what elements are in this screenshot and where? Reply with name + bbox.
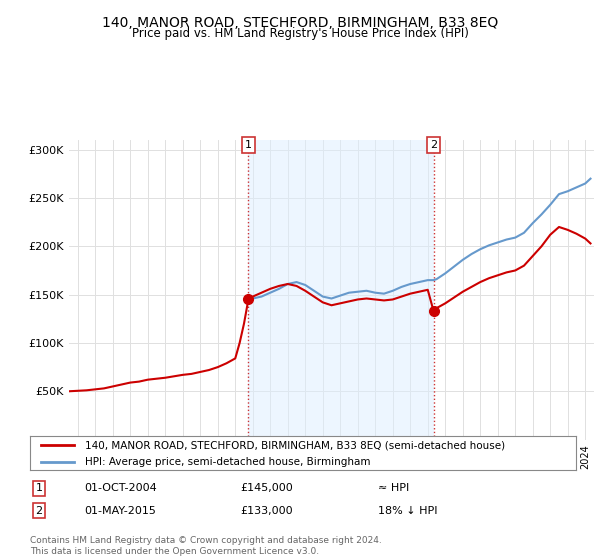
Text: Price paid vs. HM Land Registry's House Price Index (HPI): Price paid vs. HM Land Registry's House … bbox=[131, 27, 469, 40]
Text: 1: 1 bbox=[245, 140, 252, 150]
Text: 01-OCT-2004: 01-OCT-2004 bbox=[84, 483, 157, 493]
Text: 01-MAY-2015: 01-MAY-2015 bbox=[84, 506, 156, 516]
Text: 18% ↓ HPI: 18% ↓ HPI bbox=[378, 506, 437, 516]
Text: ≈ HPI: ≈ HPI bbox=[378, 483, 409, 493]
Bar bbox=[248, 140, 434, 440]
Text: 140, MANOR ROAD, STECHFORD, BIRMINGHAM, B33 8EQ: 140, MANOR ROAD, STECHFORD, BIRMINGHAM, … bbox=[102, 16, 498, 30]
Text: 2: 2 bbox=[35, 506, 43, 516]
Text: 1: 1 bbox=[35, 483, 43, 493]
Text: 2: 2 bbox=[430, 140, 437, 150]
Text: £145,000: £145,000 bbox=[240, 483, 293, 493]
Text: Contains HM Land Registry data © Crown copyright and database right 2024.
This d: Contains HM Land Registry data © Crown c… bbox=[30, 536, 382, 556]
Text: 140, MANOR ROAD, STECHFORD, BIRMINGHAM, B33 8EQ (semi-detached house): 140, MANOR ROAD, STECHFORD, BIRMINGHAM, … bbox=[85, 440, 505, 450]
Text: HPI: Average price, semi-detached house, Birmingham: HPI: Average price, semi-detached house,… bbox=[85, 458, 370, 468]
Text: £133,000: £133,000 bbox=[240, 506, 293, 516]
